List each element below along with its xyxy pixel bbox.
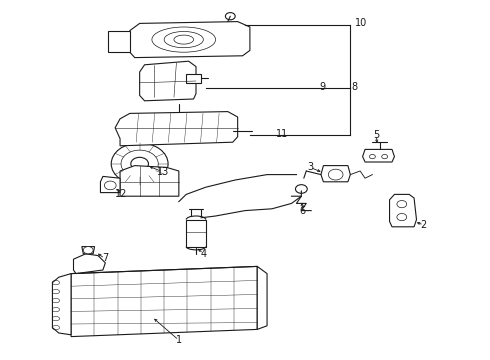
Polygon shape	[390, 194, 416, 227]
Text: 8: 8	[352, 82, 358, 93]
Text: 12: 12	[115, 189, 128, 199]
Text: 10: 10	[355, 18, 368, 28]
Polygon shape	[115, 112, 238, 146]
Polygon shape	[74, 254, 105, 274]
Circle shape	[397, 201, 407, 208]
Circle shape	[369, 154, 375, 159]
Polygon shape	[108, 31, 130, 52]
Polygon shape	[140, 61, 196, 101]
Circle shape	[83, 247, 93, 254]
Polygon shape	[257, 266, 267, 329]
Circle shape	[295, 185, 307, 193]
Circle shape	[111, 143, 168, 185]
Circle shape	[382, 154, 388, 159]
Text: 7: 7	[102, 253, 108, 264]
Polygon shape	[71, 266, 257, 337]
Polygon shape	[82, 247, 95, 254]
Text: 4: 4	[200, 249, 206, 259]
Polygon shape	[52, 274, 71, 335]
Circle shape	[225, 13, 235, 20]
Text: 6: 6	[300, 206, 306, 216]
Polygon shape	[363, 149, 394, 162]
Polygon shape	[130, 22, 250, 58]
Circle shape	[104, 181, 116, 190]
Circle shape	[131, 157, 148, 170]
Text: 11: 11	[276, 129, 288, 139]
Text: 9: 9	[319, 82, 326, 93]
Polygon shape	[120, 166, 179, 196]
Circle shape	[328, 169, 343, 180]
Polygon shape	[186, 74, 201, 83]
Circle shape	[121, 150, 158, 177]
Text: 2: 2	[421, 220, 427, 230]
Text: 1: 1	[176, 335, 182, 345]
Text: 5: 5	[373, 130, 379, 140]
Polygon shape	[100, 176, 120, 193]
Polygon shape	[186, 220, 206, 247]
Text: 13: 13	[157, 167, 169, 177]
Circle shape	[397, 213, 407, 221]
Polygon shape	[321, 166, 350, 182]
Text: 3: 3	[307, 162, 313, 172]
